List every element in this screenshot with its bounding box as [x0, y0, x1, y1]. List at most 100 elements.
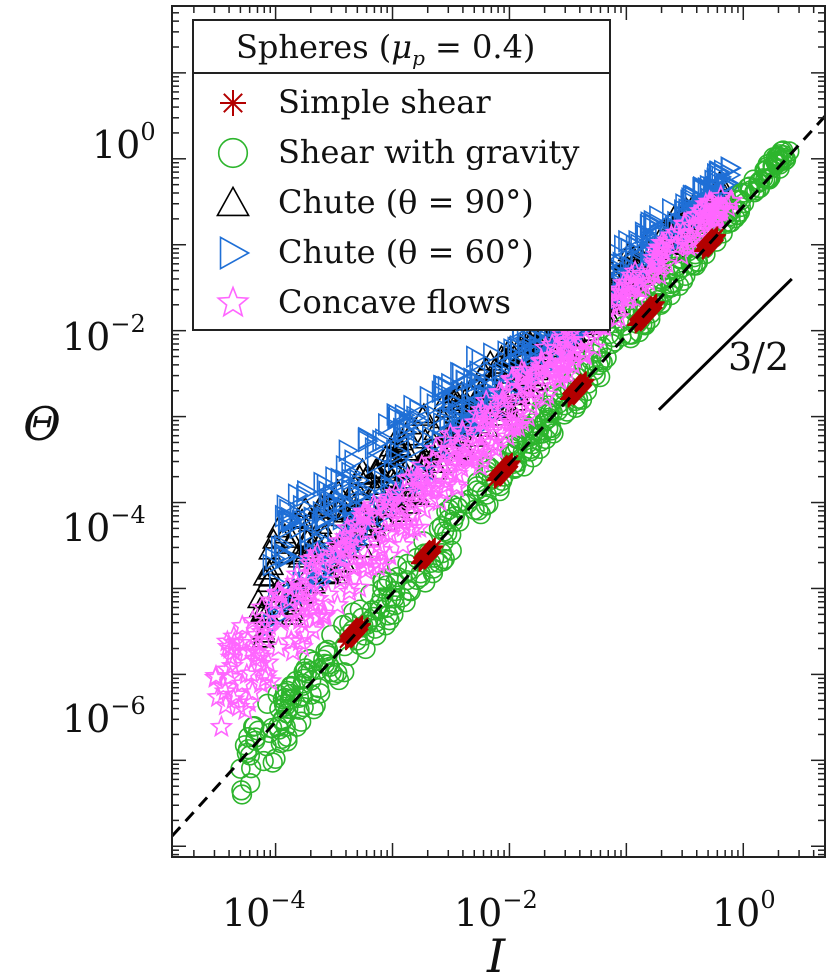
- data-point: [441, 388, 463, 412]
- data-point: [746, 180, 767, 201]
- data-point: [451, 362, 473, 386]
- data-point: [310, 570, 331, 594]
- data-point: [372, 578, 393, 599]
- data-point: [394, 425, 415, 449]
- data-point: [366, 451, 388, 475]
- data-point: [511, 366, 535, 389]
- data-point: [215, 629, 240, 652]
- data-point: [562, 346, 587, 370]
- data-point: [376, 575, 397, 596]
- data-point: [675, 231, 700, 254]
- data-point: [353, 615, 371, 633]
- data-point: [483, 342, 504, 366]
- data-point: [474, 388, 498, 412]
- data-point: [428, 518, 450, 539]
- data-point: [516, 327, 538, 351]
- data-point: [685, 202, 710, 226]
- data-point: [456, 369, 477, 393]
- data-point: [298, 550, 323, 574]
- data-point: [224, 682, 249, 705]
- data-point: [460, 399, 482, 423]
- data-point: [466, 345, 487, 369]
- data-point: [625, 234, 647, 258]
- data-point: [230, 613, 255, 637]
- data-point: [412, 497, 437, 520]
- data-point: [220, 653, 245, 677]
- data-point: [281, 639, 305, 662]
- data-point: [325, 592, 350, 616]
- data-point: [270, 608, 294, 631]
- data-point: [287, 483, 309, 507]
- data-point: [364, 436, 386, 461]
- axis-ticks: [172, 5, 826, 857]
- data-point: [335, 498, 357, 522]
- data-point: [375, 428, 396, 452]
- data-point: [451, 421, 475, 444]
- y-tick-label: 10−2: [62, 310, 146, 359]
- data-point: [347, 575, 371, 598]
- data-point: [280, 617, 304, 640]
- slope-line: [657, 277, 793, 411]
- x-tick-label: 100: [712, 886, 776, 935]
- data-point: [422, 424, 443, 448]
- data-point: [483, 436, 508, 459]
- data-point: [717, 172, 739, 196]
- data-point: [366, 550, 390, 573]
- data-point: [213, 679, 237, 702]
- data-point: [325, 465, 347, 490]
- data-point: [277, 545, 299, 569]
- data-point: [244, 639, 269, 663]
- legend-label-chute-60: Chute (θ = 60°): [278, 233, 534, 271]
- data-point: [322, 553, 346, 576]
- data-point: [538, 418, 559, 439]
- data-point: [439, 499, 460, 520]
- data-point: [265, 581, 289, 604]
- data-point: [640, 226, 662, 250]
- data-point: [352, 499, 376, 522]
- data-point: [471, 481, 492, 502]
- data-point: [490, 386, 515, 410]
- data-point: [481, 418, 505, 441]
- data-point: [630, 248, 652, 272]
- data-point: [383, 476, 405, 500]
- data-point: [312, 564, 334, 588]
- data-point: [262, 553, 284, 577]
- data-point: [395, 592, 416, 613]
- data-point: [400, 491, 425, 514]
- data-point: [426, 392, 448, 417]
- data-point: [279, 689, 300, 710]
- data-point: [313, 471, 335, 495]
- data-point: [434, 428, 459, 451]
- data-point: [266, 580, 291, 603]
- data-point: [749, 177, 771, 199]
- legend-box: [192, 19, 611, 331]
- data-point: [435, 472, 460, 495]
- y-tick-label: 10−4: [62, 501, 146, 550]
- data-point: [468, 454, 492, 477]
- data-point: [277, 516, 299, 540]
- data-point: [311, 528, 333, 552]
- data-point: [285, 562, 309, 585]
- data-point: [421, 448, 445, 471]
- data-point: [487, 379, 512, 403]
- data-point: [543, 363, 567, 386]
- data-point: [628, 229, 650, 253]
- y-tick-label: 10−6: [62, 692, 146, 741]
- data-point: [536, 428, 557, 450]
- data-point: [615, 273, 640, 296]
- data-point: [367, 532, 391, 555]
- data-point: [432, 443, 456, 466]
- data-point: [384, 595, 406, 616]
- data-point: [415, 572, 436, 593]
- data-point: [555, 361, 580, 384]
- data-point: [257, 613, 281, 636]
- data-point: [407, 466, 431, 489]
- data-point: [483, 361, 505, 385]
- data-point: [312, 500, 334, 524]
- legend-marker-star: [216, 285, 250, 318]
- data-point: [265, 748, 286, 769]
- data-point: [317, 639, 339, 661]
- data-point: [216, 634, 241, 657]
- data-point: [529, 349, 554, 373]
- data-point: [341, 478, 362, 502]
